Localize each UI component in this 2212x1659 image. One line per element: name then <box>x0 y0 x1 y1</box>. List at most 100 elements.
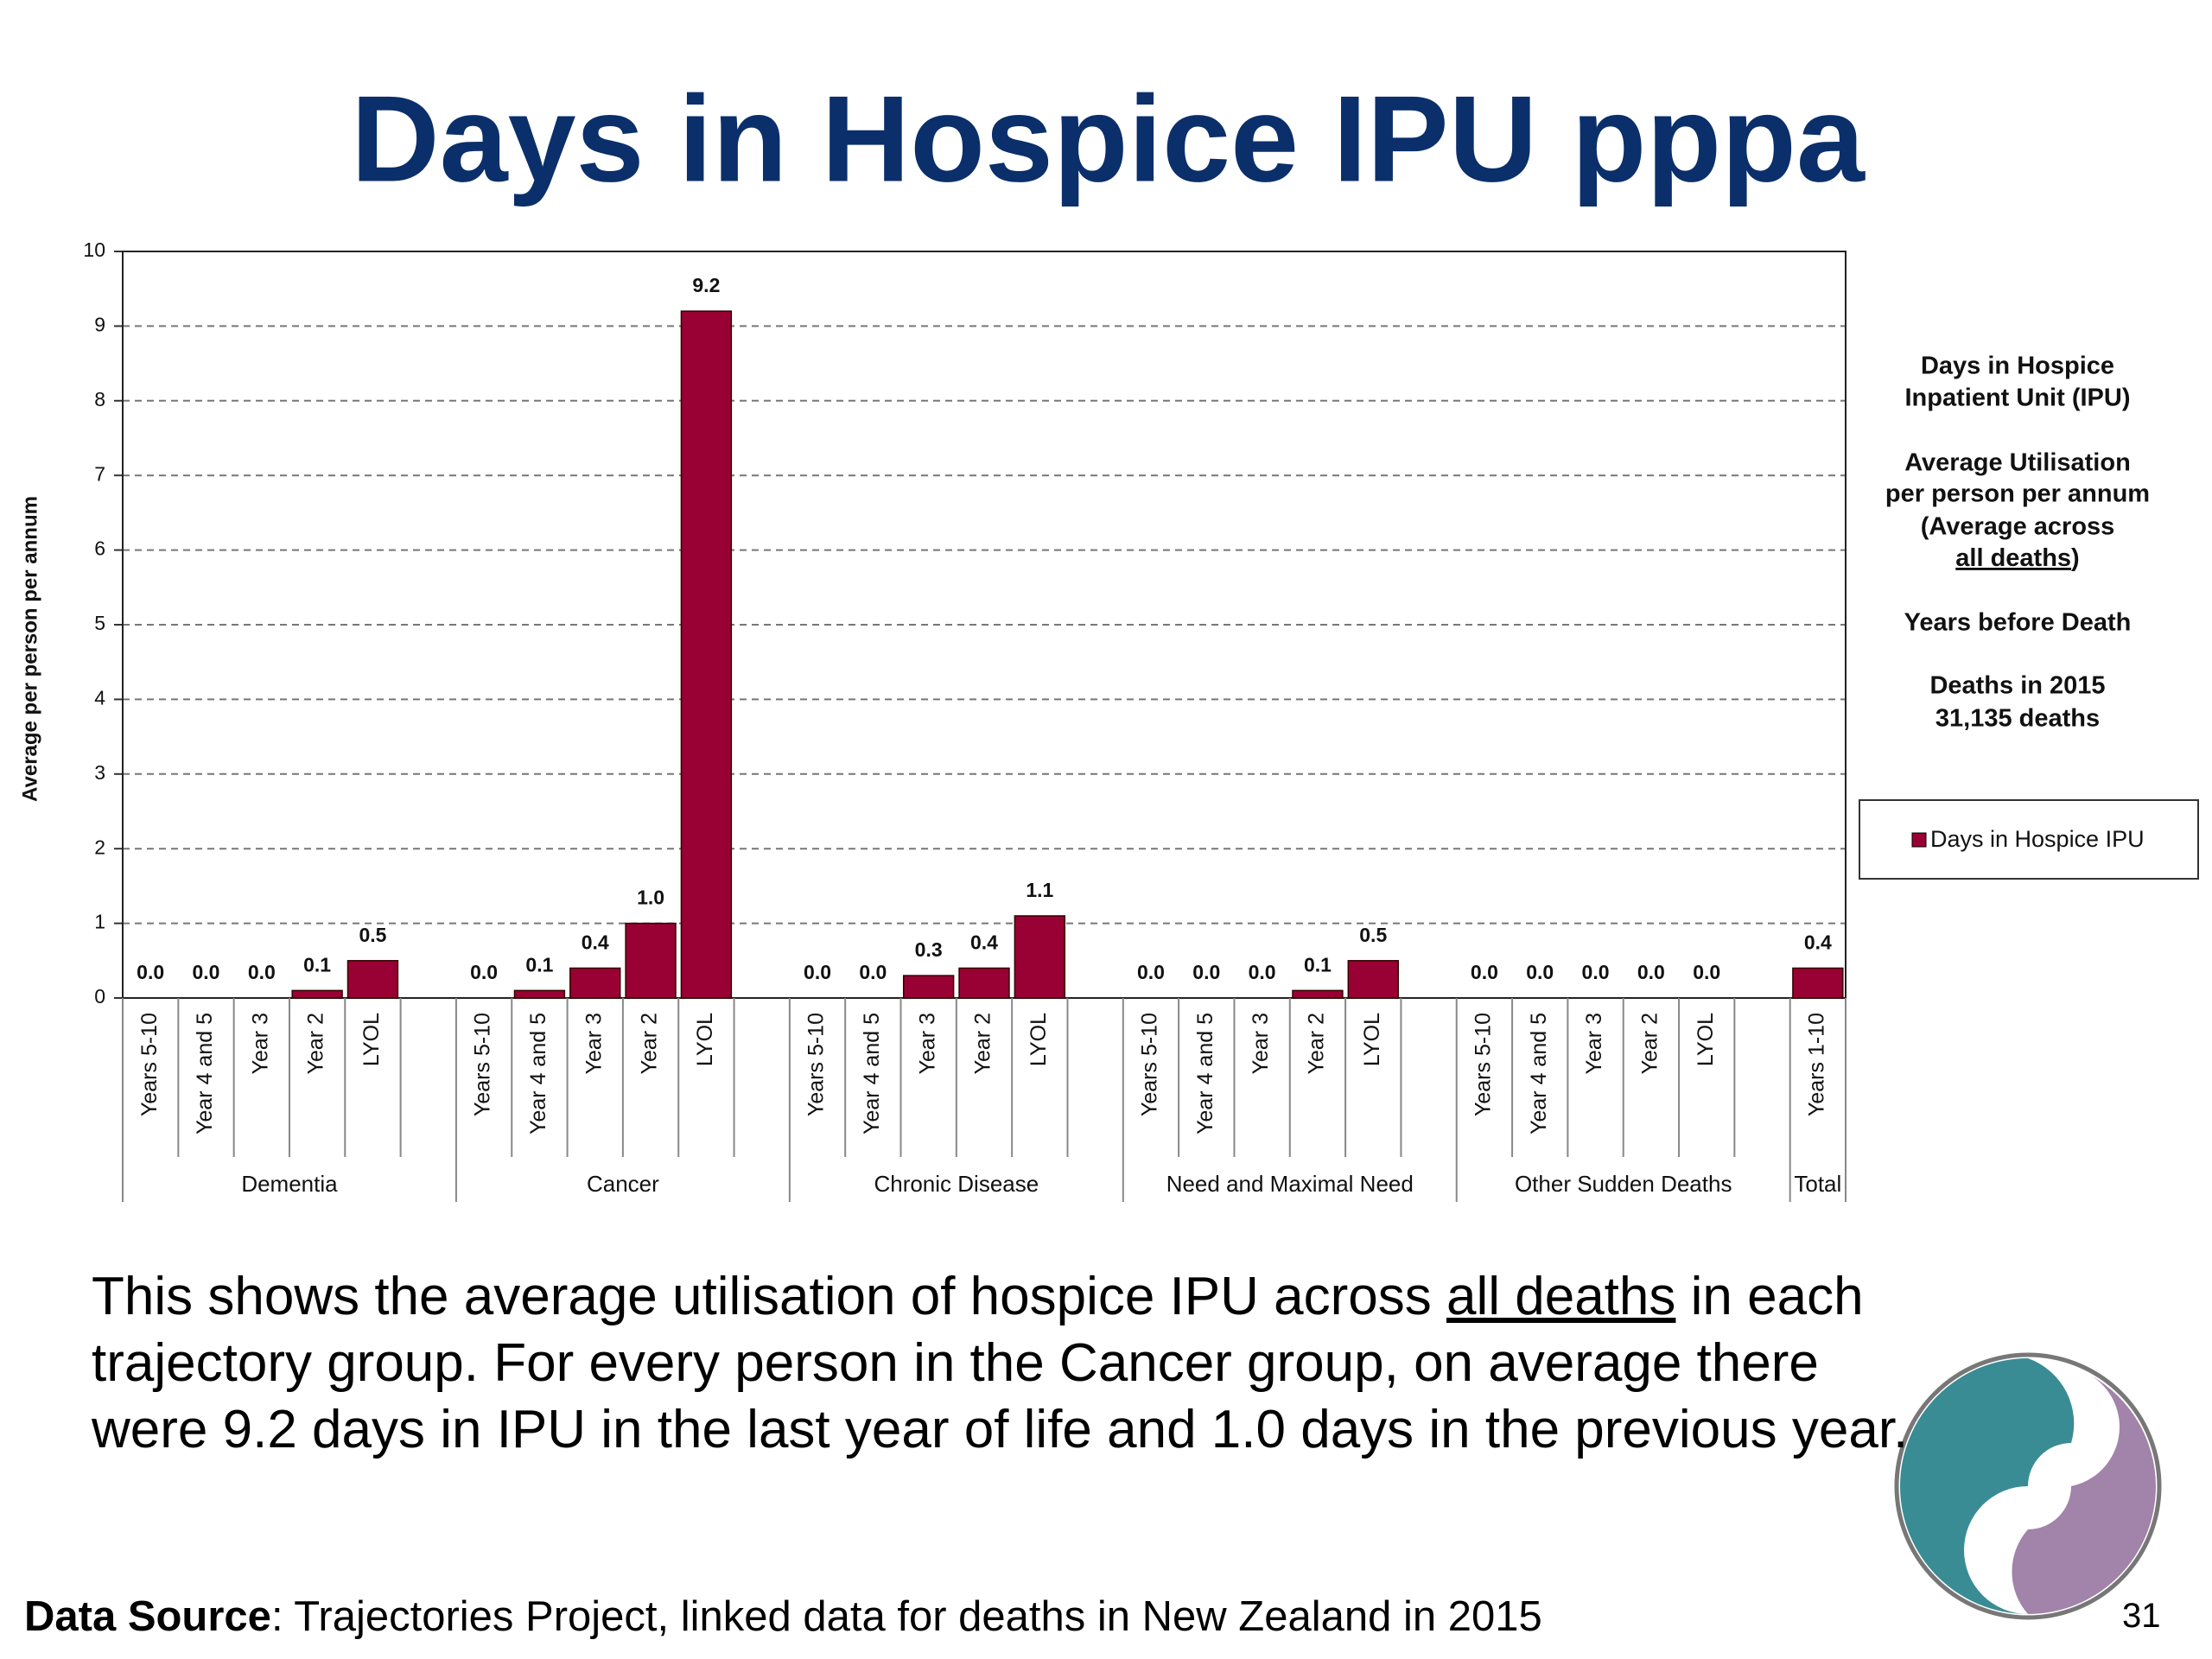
x-tick-label: LYOL <box>693 1013 717 1066</box>
bar <box>1014 915 1066 999</box>
value-label: 0.3 <box>915 938 943 961</box>
x-tick-label: Year 3 <box>1249 1013 1273 1074</box>
source-text: : Trajectories Project, linked data for … <box>270 1593 1542 1640</box>
value-label: 0.0 <box>804 961 831 983</box>
x-tick-label: LYOL <box>1027 1013 1051 1066</box>
bar <box>513 989 566 999</box>
y-tick-label: 5 <box>94 612 105 634</box>
x-tick-label: Year 2 <box>638 1013 662 1074</box>
x-tick-label: Year 4 and 5 <box>1193 1013 1217 1135</box>
logo <box>1894 1352 2162 1620</box>
x-tick-label: Year 4 and 5 <box>1527 1013 1551 1135</box>
note-line: Deaths in 2015 <box>1929 672 2105 700</box>
x-tick-label: Year 2 <box>971 1013 995 1074</box>
note-close: ) <box>2071 544 2080 572</box>
value-label: 0.0 <box>1637 961 1665 983</box>
group-label: Chronic Disease <box>874 1171 1039 1197</box>
group-label: Total <box>1794 1171 1841 1197</box>
value-label: 0.1 <box>1304 953 1332 976</box>
x-tick-label: Year 4 and 5 <box>526 1013 550 1135</box>
note-line: Days in Hospice <box>1921 353 2114 380</box>
value-label: 0.0 <box>192 961 219 983</box>
page-number: 31 <box>2122 1597 2161 1635</box>
legend-label: Days in Hospice IPU <box>1930 826 2145 852</box>
x-tick-label: Year 4 and 5 <box>193 1013 217 1135</box>
value-label: 0.0 <box>1582 961 1610 983</box>
bar <box>346 960 399 999</box>
value-label: 0.5 <box>359 924 386 946</box>
bar <box>680 310 733 999</box>
x-tick-label: Year 4 and 5 <box>860 1013 884 1135</box>
x-tick-label: Year 2 <box>1637 1013 1662 1074</box>
y-tick-label: 1 <box>94 911 105 933</box>
x-tick-label: Years 5-10 <box>1471 1013 1496 1116</box>
bar <box>569 967 621 999</box>
text-underlined: all deaths <box>1446 1267 1676 1326</box>
note-line: (Average across <box>1921 513 2115 541</box>
note-underlined: all deaths <box>1955 544 2071 572</box>
value-label: 0.0 <box>1471 961 1498 983</box>
y-tick-label: 8 <box>94 388 105 410</box>
bar <box>291 989 343 999</box>
x-tick-label: Year 3 <box>1582 1013 1606 1074</box>
x-tick-label: Year 2 <box>1305 1013 1329 1074</box>
x-tick-label: Year 2 <box>304 1013 328 1074</box>
value-label: 0.0 <box>248 961 276 983</box>
group-label: Dementia <box>241 1171 338 1197</box>
side-note: Days in Hospice Inpatient Unit (IPU) Ave… <box>1885 353 2150 733</box>
value-label: 0.0 <box>470 961 498 983</box>
y-tick-label: 4 <box>94 686 105 709</box>
bar <box>1792 967 1844 999</box>
x-tick-label: Year 3 <box>582 1013 606 1074</box>
value-label: 0.0 <box>1526 961 1554 983</box>
y-tick-label: 3 <box>94 761 105 784</box>
value-label: 0.4 <box>1804 931 1832 954</box>
y-tick-label: 0 <box>94 985 105 1007</box>
footer: Data Source: Trajectories Project, linke… <box>24 1592 1542 1641</box>
x-tick-label: Year 3 <box>915 1013 939 1074</box>
text-part: in each trajectory group. For every pers… <box>92 1267 1909 1459</box>
group-label: Other Sudden Deaths <box>1515 1171 1732 1197</box>
note-line: Average Utilisation <box>1904 449 2131 477</box>
bar <box>1292 989 1344 999</box>
y-tick-label: 6 <box>94 537 105 560</box>
x-tick-label: Year 3 <box>248 1013 272 1074</box>
note-line: 31,135 deaths <box>1936 705 2100 733</box>
x-tick-label: Years 1-10 <box>1804 1013 1828 1116</box>
source-label: Data Source <box>24 1593 271 1640</box>
group-label: Need and Maximal Need <box>1166 1171 1414 1197</box>
y-axis-label: Average per person per annum <box>18 496 41 802</box>
legend-swatch <box>1911 832 1927 848</box>
value-label: 9.2 <box>692 274 720 296</box>
value-label: 0.0 <box>1137 961 1165 983</box>
y-tick-label: 9 <box>94 313 105 335</box>
value-label: 0.1 <box>303 953 331 976</box>
value-label: 0.4 <box>970 931 998 954</box>
value-label: 0.0 <box>1693 961 1720 983</box>
value-label: 0.0 <box>1192 961 1220 983</box>
value-label: 0.1 <box>525 953 553 976</box>
note-line: Years before Death <box>1904 609 2132 637</box>
note-line: Inpatient Unit (IPU) <box>1905 385 2131 412</box>
body-text: This shows the average utilisation of ho… <box>92 1263 1949 1463</box>
y-tick-label: 7 <box>94 462 105 485</box>
text-part: This shows the average utilisation of ho… <box>92 1267 1446 1326</box>
bar <box>958 967 1010 999</box>
value-label: 1.1 <box>1026 879 1053 901</box>
note-line: all deaths) <box>1955 544 2079 572</box>
chart-title: Days in Hospice IPU pppa <box>351 71 1866 208</box>
value-label: 1.0 <box>637 887 664 909</box>
y-tick-label: 2 <box>94 836 105 858</box>
value-label: 0.0 <box>137 961 164 983</box>
x-tick-label: Years 5-10 <box>471 1013 495 1116</box>
y-tick-label: 10 <box>83 238 105 261</box>
note-line: per person per annum <box>1885 480 2150 508</box>
bar <box>1347 960 1399 999</box>
x-tick-label: LYOL <box>1360 1013 1384 1066</box>
x-tick-label: Years 5-10 <box>1138 1013 1162 1116</box>
x-tick-label: LYOL <box>359 1013 384 1066</box>
value-label: 0.0 <box>859 961 887 983</box>
x-tick-label: LYOL <box>1694 1013 1718 1066</box>
